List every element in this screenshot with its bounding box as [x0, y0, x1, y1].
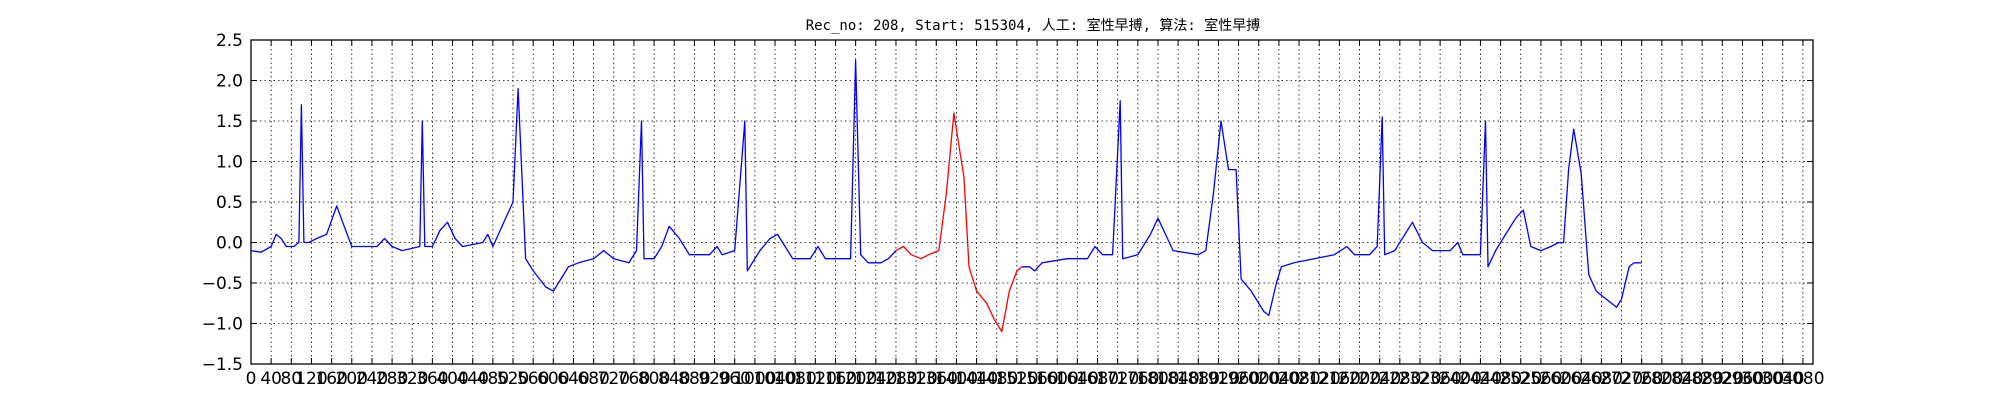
x-tick-label: 480: [477, 369, 509, 389]
y-tick-label: 0.0: [216, 234, 243, 254]
x-tick-label: 2640: [1560, 369, 1603, 389]
x-tick-label: 240: [356, 369, 388, 389]
x-tick-label: 440: [456, 369, 488, 389]
x-tick-label: 2560: [1519, 369, 1562, 389]
series-line-0: [250, 59, 897, 292]
x-tick-label: 1080: [774, 369, 817, 389]
x-tick-label: 2160: [1318, 369, 1361, 389]
x-tick-label: 160: [315, 369, 347, 389]
x-tick-label: 2360: [1419, 369, 1462, 389]
x-tick-label: 400: [436, 369, 468, 389]
x-tick-label: 2760: [1620, 369, 1663, 389]
x-tick-label: 600: [537, 369, 569, 389]
x-tick-label: 680: [577, 369, 609, 389]
y-tick-label: 1.5: [216, 112, 243, 132]
x-tick-label: 1800: [1136, 369, 1179, 389]
y-axis: 2.5 2.0 1.5 1.0 0.5 0.0 −0.5 −1.0 −1.5: [202, 31, 1813, 375]
x-tick-label: 360: [416, 369, 448, 389]
x-tick-label: 2280: [1378, 369, 1421, 389]
x-tick-label: 960: [718, 369, 750, 389]
x-tick-label: 800: [638, 369, 670, 389]
y-tick-label: −1.0: [202, 315, 243, 335]
x-tick-label: 1760: [1116, 369, 1159, 389]
x-tick-label: 2680: [1580, 369, 1623, 389]
x-tick-label: 640: [557, 369, 589, 389]
x-tick-label: 2240: [1358, 369, 1401, 389]
x-tick-label: 0: [246, 369, 257, 389]
x-tick-label: 1640: [1056, 369, 1099, 389]
y-tick-label: −1.5: [202, 355, 243, 375]
x-tick-label: 2800: [1640, 369, 1683, 389]
series-line-2: [1021, 100, 1642, 317]
y-tick-label: −0.5: [202, 274, 243, 294]
x-tick-label: 1960: [1217, 369, 1260, 389]
x-tick-label: 1880: [1177, 369, 1220, 389]
x-tick-label: 1920: [1197, 369, 1240, 389]
x-tick-label: 1400: [935, 369, 978, 389]
x-tick-label: 1560: [1015, 369, 1058, 389]
x-tick-label: 1480: [975, 369, 1018, 389]
y-tick-label: 1.0: [216, 153, 243, 173]
x-tick-label: 2960: [1721, 369, 1764, 389]
x-tick-label: 1680: [1076, 369, 1119, 389]
x-tick-label: 1200: [834, 369, 877, 389]
x-tick-label: 2880: [1681, 369, 1724, 389]
x-tick-label: 1280: [874, 369, 917, 389]
x-tick-label: 40: [260, 369, 282, 389]
x-tick-label: 80: [280, 369, 302, 389]
x-tick-label: 120: [295, 369, 327, 389]
y-tick-label: 0.5: [216, 193, 243, 213]
x-tick-label: 1840: [1156, 369, 1199, 389]
x-tick-label: 1520: [995, 369, 1038, 389]
x-tick-label: 2120: [1298, 369, 1341, 389]
x-tick-label: 2200: [1338, 369, 1381, 389]
x-tick-label: 2040: [1257, 369, 1300, 389]
x-tick-label: 280: [376, 369, 408, 389]
grid: [251, 40, 1813, 364]
x-tick-label: 2320: [1398, 369, 1441, 389]
x-tick-label: 3000: [1741, 369, 1784, 389]
x-tick-label: 3080: [1781, 369, 1824, 389]
x-tick-label: 760: [618, 369, 650, 389]
series-layer: [250, 59, 1642, 333]
x-tick-label: 2440: [1459, 369, 1502, 389]
x-tick-label: 880: [678, 369, 710, 389]
x-tick-label: 2000: [1237, 369, 1280, 389]
x-tick-label: 2520: [1499, 369, 1542, 389]
x-tick-label: 3040: [1761, 369, 1804, 389]
x-tick-label: 560: [517, 369, 549, 389]
x-tick-label: 1320: [894, 369, 937, 389]
chart-title: Rec_no: 208, Start: 515304, 人工: 室性早搏, 算法…: [806, 17, 1261, 34]
x-tick-label: 720: [598, 369, 630, 389]
x-tick-label: 2080: [1277, 369, 1320, 389]
x-tick-label: 2840: [1660, 369, 1703, 389]
x-axis: 0 408012016020024028032036040044048052056…: [246, 40, 1825, 389]
x-tick-label: 520: [497, 369, 529, 389]
x-tick-label: 1240: [854, 369, 897, 389]
x-tick-label: 320: [396, 369, 428, 389]
series-line-1: [895, 112, 1023, 333]
x-tick-label: 2720: [1600, 369, 1643, 389]
x-tick-label: 2920: [1701, 369, 1744, 389]
x-tick-label: 1120: [794, 369, 837, 389]
x-tick-label: 2600: [1539, 369, 1582, 389]
y-tick-label: 2.5: [216, 31, 243, 51]
x-tick-label: 840: [658, 369, 690, 389]
x-tick-label: 1720: [1096, 369, 1139, 389]
y-tick-label: 2.0: [216, 72, 243, 92]
x-tick-label: 200: [336, 369, 368, 389]
x-tick-label: 2400: [1439, 369, 1482, 389]
x-tick-label: 1040: [753, 369, 796, 389]
x-tick-label: 1440: [955, 369, 998, 389]
x-tick-label: 1360: [915, 369, 958, 389]
x-tick-label: 1160: [814, 369, 857, 389]
x-tick-label: 2480: [1479, 369, 1522, 389]
x-tick-label: 1600: [1036, 369, 1079, 389]
x-tick-label: 1000: [733, 369, 776, 389]
x-tick-label: 920: [698, 369, 730, 389]
